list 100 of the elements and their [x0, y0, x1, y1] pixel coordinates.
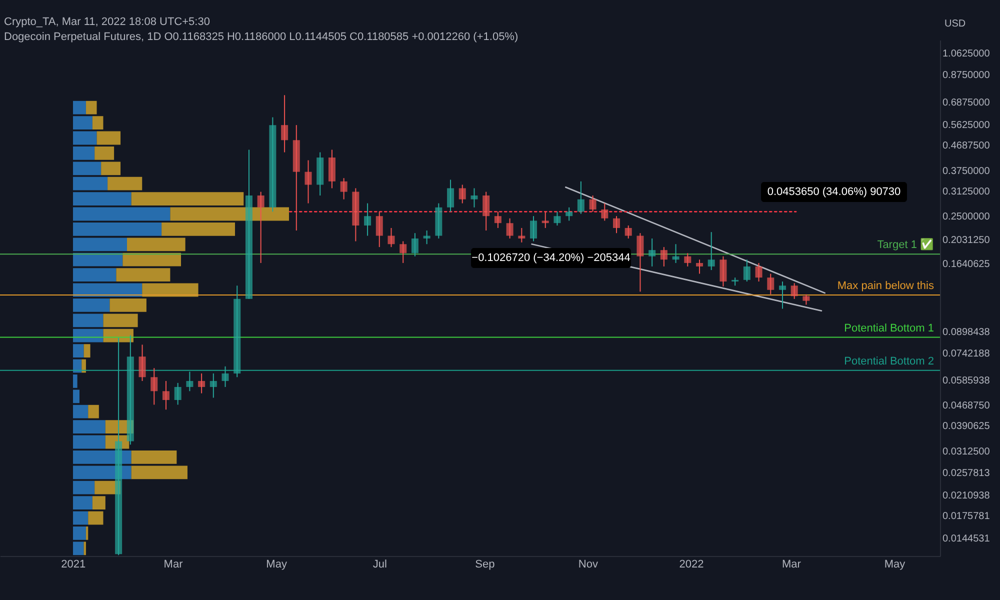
candlestick — [767, 273, 774, 295]
candlestick — [660, 246, 668, 267]
candlestick — [636, 232, 644, 292]
candlestick — [186, 371, 194, 392]
y-tick-label: 0.0175781 — [942, 511, 990, 522]
candlestick — [696, 259, 703, 274]
candlestick — [542, 211, 549, 228]
y-tick-label: 0.0390625 — [942, 421, 990, 432]
y-tick-label: 0.0585938 — [942, 375, 990, 386]
y-tick-label: 0.0210938 — [942, 490, 990, 502]
y-tick-label: 0.6875000 — [942, 97, 990, 108]
y-tick-label: 0.2031250 — [942, 235, 990, 246]
y-tick-label: 0.8750000 — [942, 70, 990, 82]
bar — [84, 344, 90, 358]
candlestick — [648, 238, 656, 267]
candlestick — [364, 202, 372, 236]
bar — [103, 328, 134, 342]
bar — [73, 131, 97, 145]
candlestick — [778, 281, 786, 310]
candlestick — [708, 232, 715, 271]
x-tick-label: Nov — [578, 558, 598, 570]
bar — [142, 283, 198, 297]
candlestick — [458, 184, 466, 204]
candlestick — [518, 227, 526, 243]
candlestick — [257, 191, 264, 264]
candlestick — [802, 294, 810, 306]
bar — [73, 511, 88, 525]
bar — [82, 359, 86, 373]
y-axis-title: USD — [944, 18, 966, 30]
candlestick — [198, 372, 206, 394]
x-tick-label: Mar — [782, 558, 802, 570]
candlestick — [411, 232, 418, 257]
candlestick — [624, 224, 632, 239]
candlestick — [304, 160, 312, 204]
chart-title: Crypto_TA, Mar 11, 2022 18:08 UTC+5:30 — [4, 16, 210, 28]
candlestick — [222, 366, 229, 388]
candlestick — [566, 206, 573, 222]
annotation: 0.0453650 (34.06%) 90730 — [767, 186, 901, 198]
y-tick-label: 0.3750000 — [942, 166, 990, 177]
bar — [73, 207, 170, 221]
candlestick — [340, 178, 348, 200]
annotation: −0.1026720 (−34.20%) −205344 — [472, 252, 630, 264]
candlestick — [743, 259, 750, 282]
candlestick — [506, 218, 514, 239]
x-tick-label: 2021 — [61, 558, 86, 570]
candlestick — [388, 227, 395, 248]
candlestick — [376, 211, 383, 248]
candlestick — [150, 368, 158, 406]
candlestick — [554, 211, 561, 226]
x-tick-label: Jul — [372, 558, 387, 570]
y-tick-label: 0.0312500 — [942, 446, 990, 458]
candlestick — [494, 211, 502, 228]
bar — [170, 207, 289, 221]
x-tick-label: Sep — [475, 558, 495, 570]
candlestick — [720, 256, 727, 287]
candlestick — [138, 344, 146, 382]
bar — [86, 526, 88, 540]
candlestick — [672, 244, 680, 264]
candlestick — [684, 252, 692, 267]
y-tick-label: 1.0625000 — [942, 48, 990, 60]
y-tick-label: 0.0468750 — [942, 400, 990, 412]
candlestick — [328, 149, 336, 189]
bar — [73, 435, 106, 449]
chart-subtitle: Dogecoin Perpetual Futures, 1D O0.1168325 H0.1186000 L0.1144505 C0.1180585 +0.0012260 (+1.05%) — [4, 31, 518, 43]
candlestick — [482, 191, 490, 232]
bar — [73, 283, 142, 297]
y-tick-label: 0.1640625 — [942, 259, 990, 270]
candlestick — [210, 372, 217, 398]
candlestick — [470, 188, 478, 208]
candlestick — [755, 262, 762, 282]
y-tick-label: 0.3125000 — [942, 186, 990, 198]
y-tick-label: 0.0898438 — [942, 327, 990, 338]
bar — [88, 511, 104, 525]
y-tick-label: 0.0257813 — [942, 468, 990, 479]
ref-line-label: Target 1 ✅ — [877, 238, 934, 252]
x-tick-label: May — [266, 558, 288, 570]
bar — [96, 131, 121, 145]
candlestick — [174, 382, 182, 406]
candlestick — [162, 380, 170, 410]
bar — [88, 404, 99, 418]
ref-line-label: Potential Bottom 1 — [844, 322, 934, 334]
y-tick-label: 0.4687500 — [942, 140, 990, 152]
x-tick-label: 2022 — [679, 558, 704, 570]
candlestick — [589, 195, 596, 212]
x-tick-label: May — [884, 558, 906, 570]
y-tick-label: 0.5625000 — [942, 120, 990, 132]
y-tick-label: 0.2500000 — [942, 212, 990, 223]
candlestick — [790, 282, 798, 300]
candlestick — [281, 94, 288, 153]
candlestick — [530, 216, 538, 242]
ref-line-label: Max pain below this — [837, 280, 934, 292]
candlestick — [400, 240, 407, 264]
candlestick — [613, 216, 620, 234]
candlestick — [577, 180, 584, 214]
candlestick — [447, 179, 454, 212]
ref-line-label: Potential Bottom 2 — [844, 355, 934, 368]
candlestick — [601, 202, 608, 222]
y-tick-label: 0.0144531 — [942, 533, 990, 544]
candlestick — [423, 230, 430, 245]
y-tick-label: 0.0742188 — [942, 348, 990, 360]
